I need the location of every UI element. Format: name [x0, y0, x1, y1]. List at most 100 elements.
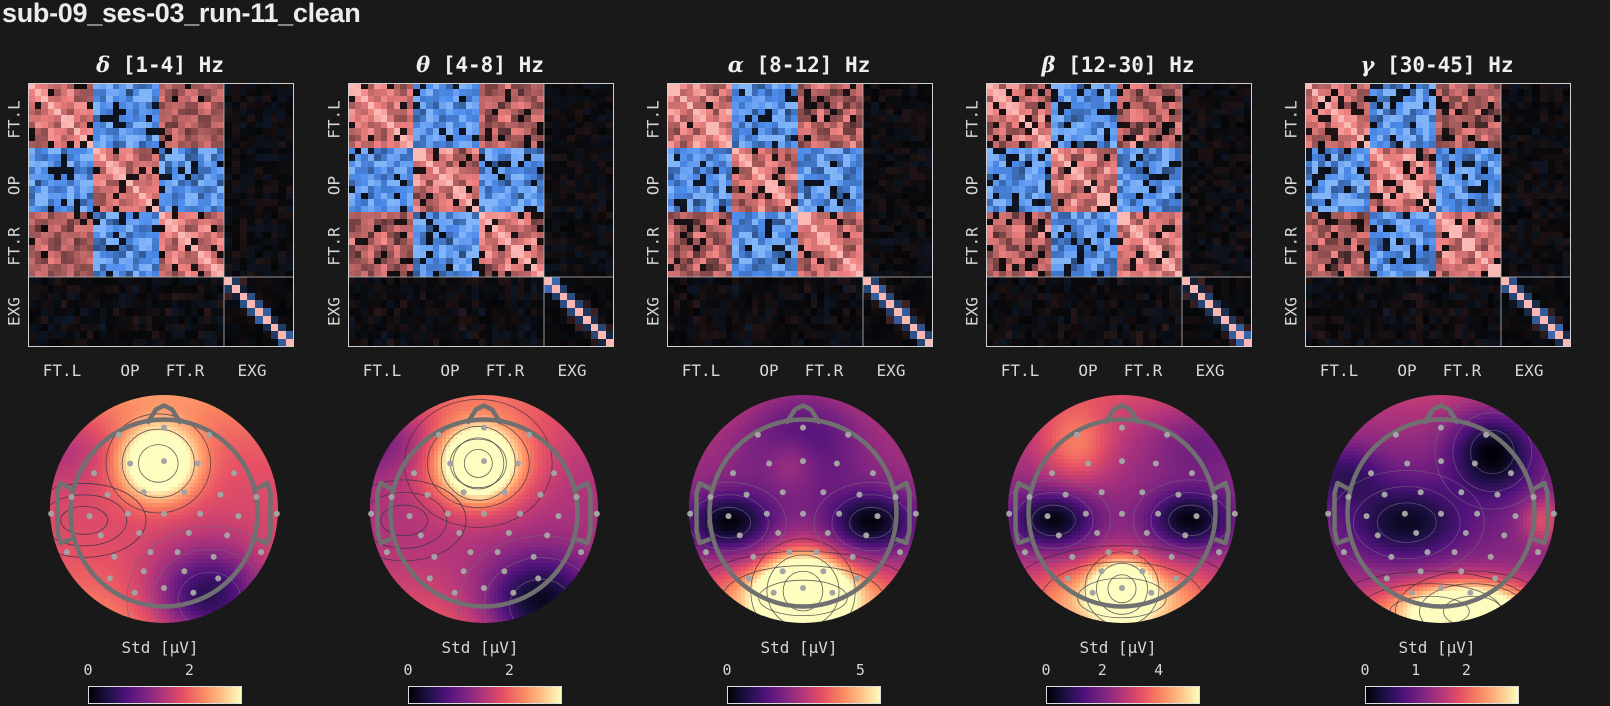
topomap-pixel: [190, 491, 195, 496]
matrix-cell: [87, 331, 94, 340]
matrix-cell: [381, 167, 388, 175]
matrix-cell: [152, 89, 160, 97]
topomap-pixel: [166, 423, 171, 428]
matrix-cell: [204, 167, 212, 175]
topomap-pixel: [202, 447, 207, 452]
topomap-pixel: [74, 523, 79, 528]
topomap-pixel: [138, 399, 143, 404]
matrix-cell: [505, 180, 512, 187]
band-title: θ [4-8] Hz: [320, 52, 640, 77]
topomap-pixel: [194, 551, 199, 556]
matrix-cell: [35, 174, 42, 181]
matrix-cell: [217, 186, 225, 194]
matrix-cell: [524, 115, 532, 123]
topomap-pixel: [74, 467, 79, 472]
matrix-cell: [439, 186, 447, 194]
topomap-pixel: [230, 539, 235, 544]
matrix-cell: [204, 264, 212, 272]
topomap-pixel: [222, 491, 227, 496]
topomap-pixel: [86, 591, 91, 596]
topomap-pixel: [238, 503, 243, 508]
topomap-pixel: [222, 411, 227, 416]
matrix-cell: [191, 96, 199, 103]
matrix-cell: [178, 245, 186, 252]
topomap-pixel: [274, 523, 278, 528]
topomap-pixel: [70, 559, 75, 564]
topomap-pixel: [234, 463, 239, 468]
topomap-pixel: [110, 523, 115, 528]
matrix-cell: [446, 122, 454, 129]
matrix-cell: [113, 293, 120, 301]
matrix-cell: [54, 285, 62, 294]
topomap-pixel: [222, 511, 227, 516]
topomap-pixel: [206, 463, 211, 468]
matrix-cell: [598, 83, 607, 90]
matrix-cell: [485, 122, 493, 129]
topomap-pixel: [154, 543, 159, 548]
matrix-cell: [263, 135, 272, 142]
sensor-dot: [161, 585, 167, 592]
matrix-cell: [185, 258, 192, 265]
matrix-cell: [113, 102, 120, 110]
sensor-dot: [48, 510, 55, 517]
matrix-cell: [61, 264, 68, 272]
topomap-pixel: [158, 415, 163, 420]
matrix-cell: [152, 316, 160, 325]
topomap-pixel: [122, 603, 127, 608]
topomap-pixel: [150, 487, 155, 492]
topomap-pixel: [178, 415, 183, 420]
topomap-pixel: [182, 547, 187, 552]
matrix-cell: [185, 167, 192, 175]
topomap-pixel: [166, 619, 171, 623]
topomap-pixel: [218, 559, 223, 564]
matrix-cell: [48, 339, 55, 347]
matrix-cell: [466, 83, 473, 90]
matrix-cell: [61, 300, 68, 309]
matrix-cell: [518, 167, 525, 175]
topomap-pixel: [194, 503, 199, 508]
matrix-cell: [420, 96, 427, 103]
topomap-pixel: [106, 531, 111, 536]
topomap-pixel: [110, 535, 115, 540]
topomap-pixel: [230, 515, 235, 520]
matrix-cell: [211, 271, 218, 278]
matrix-cell: [263, 186, 272, 194]
matrix-cell: [606, 141, 614, 149]
topomap-pixel: [206, 523, 211, 528]
matrix-cell: [524, 167, 532, 175]
topomap-pixel: [266, 455, 271, 460]
topomap-pixel: [198, 475, 203, 480]
matrix-cell: [152, 271, 160, 278]
topomap-pixel: [170, 595, 175, 600]
topomap-pixel: [182, 503, 187, 508]
matrix-cell: [394, 154, 401, 162]
topomap-pixel: [74, 571, 79, 576]
topomap-pixel: [186, 463, 191, 468]
matrix-cell: [48, 161, 55, 168]
topomap-pixel: [190, 503, 195, 508]
topomap-pixel: [206, 511, 211, 516]
topomap-pixel: [262, 463, 267, 468]
topomap-pixel: [50, 515, 55, 520]
topomap-pixel: [234, 527, 239, 532]
matrix-cell: [286, 83, 294, 90]
topomap-pixel: [162, 455, 167, 460]
matrix-cell: [387, 180, 395, 187]
topomap-pixel: [242, 447, 247, 452]
topomap-pixel: [62, 543, 67, 548]
topomap-pixel: [58, 455, 63, 460]
topomap-pixel: [154, 431, 159, 436]
topomap-pixel: [150, 463, 155, 468]
topomap-pixel: [82, 443, 87, 448]
topomap-pixel: [250, 579, 255, 584]
matrix-cell: [172, 271, 179, 278]
topomap-pixel: [90, 463, 95, 468]
matrix-cell: [224, 128, 233, 136]
matrix-cell: [152, 251, 160, 259]
colorbar-tick: 0: [83, 661, 92, 679]
matrix-cell: [119, 225, 127, 233]
topomap-pixel: [170, 571, 175, 576]
topomap-pixel: [222, 447, 227, 452]
topomap-pixel: [82, 543, 87, 548]
matrix-cell: [518, 115, 525, 123]
